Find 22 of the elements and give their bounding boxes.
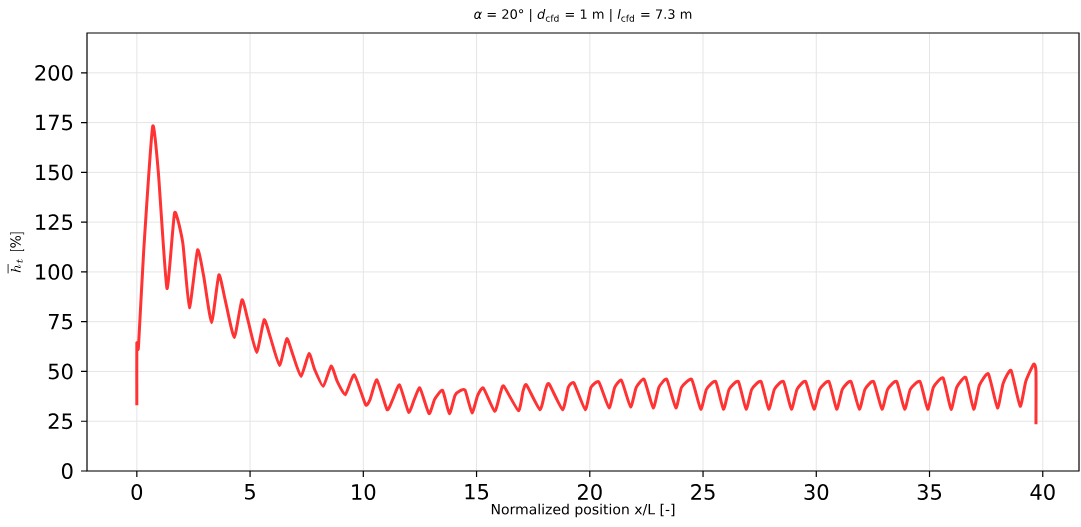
- x-tick-label: 10: [352, 484, 376, 500]
- y-tick-label: 125: [36, 214, 73, 231]
- y-tick-label: 100: [36, 263, 73, 280]
- chart-title: α = 20° | d$_{cfd}$ = 1 m | l$_{cfd}$ = 7.3 m: [474, 8, 692, 22]
- y-tick-label: 175: [36, 114, 73, 131]
- line-series: [135, 125, 1038, 426]
- x-axis-title: Normalized position x/L [-]: [491, 503, 675, 518]
- y-tick-label: 200: [35, 64, 73, 81]
- y-tick-label: 25: [48, 413, 73, 430]
- x-tick-label: 5: [245, 484, 255, 500]
- y-tick-label: 0: [61, 463, 73, 479]
- x-tick-label: 15: [465, 484, 489, 500]
- y-tick-label: 150: [36, 164, 73, 181]
- x-tick-label: 30: [804, 484, 829, 500]
- x-tick-label: 35: [917, 484, 942, 500]
- y-tick-label: 75: [48, 313, 73, 330]
- x-tick-label: 25: [691, 484, 715, 500]
- y-tick-label: 50: [48, 363, 73, 380]
- y-axis-title: $\overline{h}_t\ [\%]$: [8, 232, 25, 274]
- x-tick-label: 40: [1030, 484, 1055, 500]
- x-tick-label: 20: [577, 484, 602, 500]
- x-tick-label: 0: [131, 484, 143, 500]
